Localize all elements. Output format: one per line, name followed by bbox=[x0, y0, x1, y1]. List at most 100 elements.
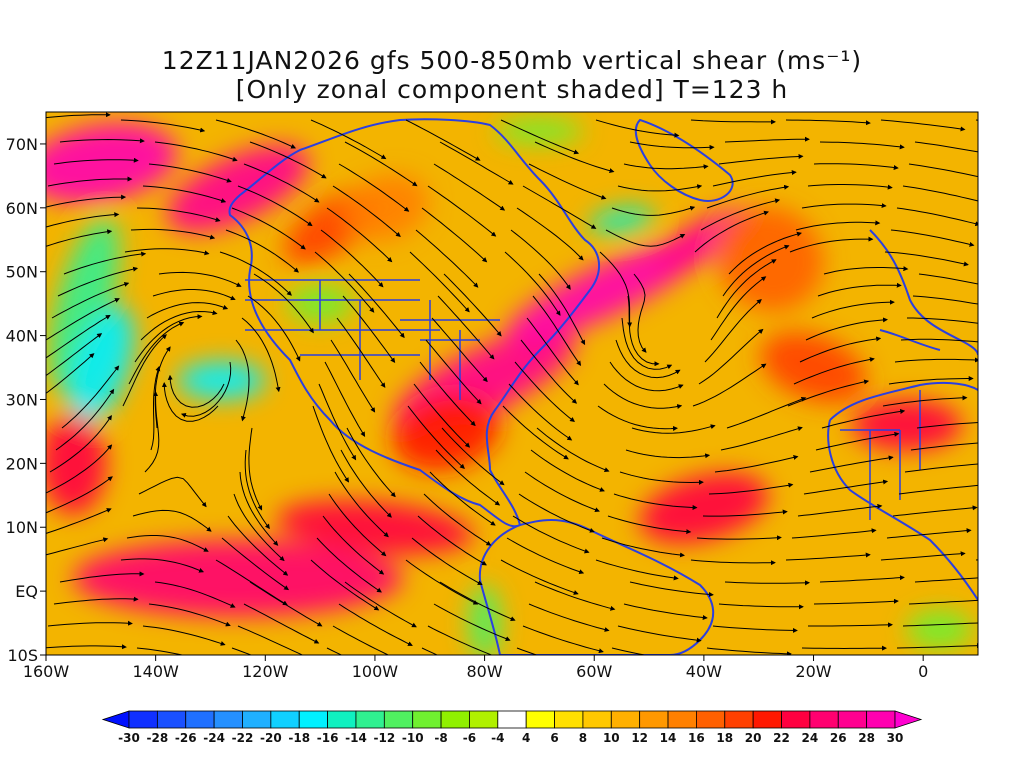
streamline-73 bbox=[694, 210, 769, 253]
lat-tick-label: EQ bbox=[15, 582, 38, 601]
colorbar-label: -24 bbox=[203, 731, 225, 745]
streamline-257 bbox=[427, 625, 493, 655]
colorbar-label: -22 bbox=[232, 731, 254, 745]
streamline-14 bbox=[344, 141, 418, 187]
streamline-127 bbox=[609, 361, 684, 392]
streamline-189 bbox=[233, 493, 285, 562]
lon-tick-label: 40W bbox=[686, 662, 722, 681]
streamline-193 bbox=[613, 493, 698, 510]
streamline-4 bbox=[405, 119, 481, 161]
streamline-245 bbox=[338, 603, 413, 646]
streamline-57 bbox=[225, 229, 299, 273]
us-state-lines bbox=[245, 279, 500, 400]
streamline-18 bbox=[724, 136, 810, 143]
colorbar-label: 10 bbox=[603, 731, 620, 745]
lon-tick-label: 140W bbox=[132, 662, 179, 681]
streamline-178 bbox=[239, 471, 279, 546]
streamline-237 bbox=[629, 581, 714, 597]
streamline-129 bbox=[799, 336, 882, 363]
streamline-168 bbox=[340, 449, 392, 518]
streamline-203 bbox=[512, 515, 590, 554]
streamline-196 bbox=[898, 484, 978, 495]
streamline-82 bbox=[538, 273, 586, 346]
streamline-243 bbox=[148, 603, 231, 627]
lon-tick-label: 0 bbox=[918, 662, 928, 681]
streamline-118 bbox=[805, 317, 888, 341]
streamline-153 bbox=[977, 405, 978, 406]
streamline-246 bbox=[433, 603, 511, 641]
streamline-32 bbox=[1004, 164, 1024, 179]
lat-tick-label: 10S bbox=[7, 646, 38, 665]
shading-blob-22 bbox=[495, 118, 584, 144]
streamline-113 bbox=[330, 339, 376, 413]
streamline-256 bbox=[332, 625, 390, 655]
streamline-254 bbox=[142, 625, 226, 646]
streamline-165 bbox=[55, 388, 115, 451]
colorbar-right-arrow bbox=[894, 710, 923, 729]
streamline-123 bbox=[180, 361, 232, 418]
streamline-194 bbox=[708, 482, 794, 495]
streamline-140 bbox=[793, 357, 875, 385]
streamline-19 bbox=[819, 141, 905, 150]
streamline-105 bbox=[621, 317, 673, 370]
streamline-216 bbox=[696, 535, 782, 541]
colorbar-label: -4 bbox=[491, 731, 504, 745]
streamline-125 bbox=[419, 361, 476, 427]
streamline-11 bbox=[59, 138, 145, 144]
streamline-202 bbox=[417, 515, 487, 566]
streamline-66 bbox=[46, 229, 113, 247]
streamline-219 bbox=[982, 532, 1024, 538]
shading-blob-9 bbox=[505, 239, 706, 343]
shading-blob-11 bbox=[589, 206, 655, 235]
streamline-181 bbox=[524, 471, 600, 513]
lat-tick-label: 20N bbox=[6, 454, 38, 473]
chart-subtitle: [Only zonal component shaded] T=123 h bbox=[235, 75, 789, 104]
streamline-271 bbox=[706, 647, 792, 655]
streamline-134 bbox=[167, 374, 225, 408]
colorbar-label: 24 bbox=[802, 731, 819, 745]
colorbar-label: 12 bbox=[631, 731, 648, 745]
streamline-154 bbox=[61, 365, 120, 429]
streamline-146 bbox=[312, 405, 350, 483]
streamline-175 bbox=[1006, 446, 1024, 451]
streamline-174 bbox=[910, 442, 978, 451]
streamline-12 bbox=[154, 141, 238, 162]
streamline-164 bbox=[1012, 425, 1024, 428]
streamline-197 bbox=[994, 488, 1024, 494]
streamline-185 bbox=[904, 463, 978, 473]
streamline-160 bbox=[631, 424, 716, 434]
streamline-8 bbox=[785, 119, 871, 126]
streamline-69 bbox=[314, 251, 375, 313]
streamline-199 bbox=[132, 509, 212, 532]
streamline-35 bbox=[237, 185, 313, 227]
colorbar-swatch-7 bbox=[327, 710, 357, 729]
streamline-234 bbox=[344, 581, 417, 628]
streamline-91 bbox=[342, 295, 396, 364]
colorbar-swatch-16 bbox=[582, 710, 612, 729]
streamline-187 bbox=[46, 444, 113, 494]
streamline-43 bbox=[998, 186, 1024, 204]
colorbar-swatch-25 bbox=[837, 710, 868, 729]
streamline-36 bbox=[332, 185, 401, 238]
streamline-252 bbox=[1004, 600, 1024, 604]
streamline-111 bbox=[140, 310, 218, 341]
streamline-65 bbox=[986, 230, 1024, 250]
streamline-191 bbox=[423, 493, 492, 546]
streamline-182 bbox=[619, 471, 704, 485]
streamline-176 bbox=[49, 414, 112, 473]
streamline-56 bbox=[130, 228, 216, 240]
streamline-273 bbox=[896, 643, 978, 649]
streamline-39 bbox=[617, 184, 703, 192]
streamline-80 bbox=[348, 273, 405, 339]
streamline-108 bbox=[907, 317, 978, 324]
streamline-227 bbox=[690, 559, 776, 566]
streamline-225 bbox=[500, 559, 579, 595]
streamline-68 bbox=[219, 251, 292, 296]
colorbar-label: -8 bbox=[434, 731, 447, 745]
streamline-158 bbox=[441, 427, 505, 486]
streamline-249 bbox=[718, 603, 804, 610]
streamline-213 bbox=[411, 537, 483, 585]
colorbar-swatch-22 bbox=[752, 710, 782, 729]
colorbar-swatch-8 bbox=[355, 710, 385, 729]
